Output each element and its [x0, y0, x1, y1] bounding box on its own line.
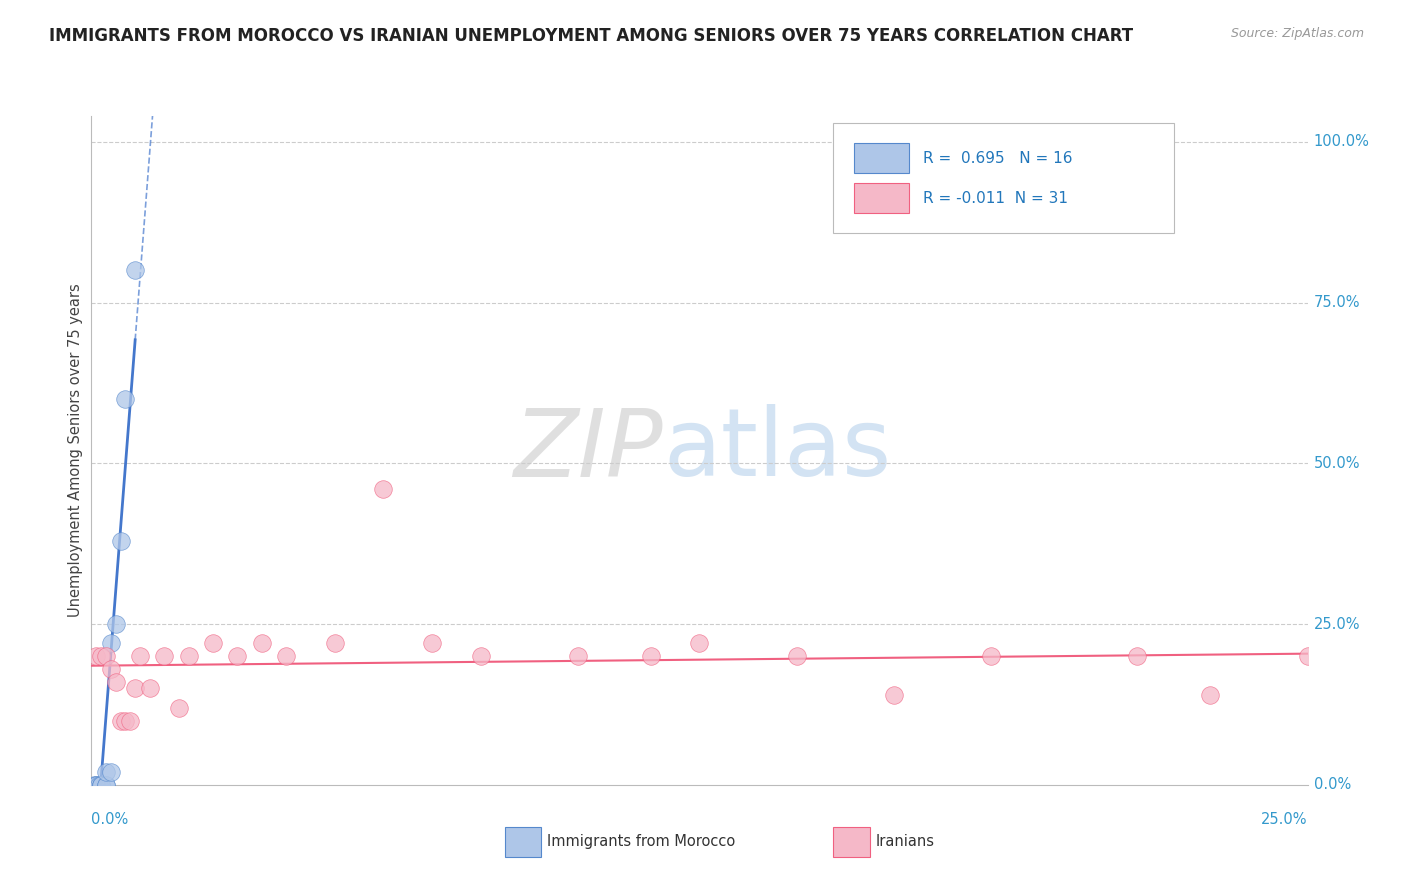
FancyBboxPatch shape: [834, 123, 1174, 233]
Point: [83, 778, 105, 792]
Point: [124, 263, 146, 277]
Point: [110, 714, 132, 728]
FancyBboxPatch shape: [853, 143, 908, 173]
Point: [90, 649, 112, 664]
Text: 50.0%: 50.0%: [1313, 456, 1360, 471]
FancyBboxPatch shape: [853, 183, 908, 213]
Text: Source: ZipAtlas.com: Source: ZipAtlas.com: [1230, 27, 1364, 40]
Point: [1296, 649, 1319, 664]
Point: [1126, 649, 1149, 664]
Text: IMMIGRANTS FROM MOROCCO VS IRANIAN UNEMPLOYMENT AMONG SENIORS OVER 75 YEARS CORR: IMMIGRANTS FROM MOROCCO VS IRANIAN UNEMP…: [49, 27, 1133, 45]
Point: [323, 636, 346, 650]
Point: [120, 714, 142, 728]
Point: [202, 636, 225, 650]
Text: 0.0%: 0.0%: [1313, 778, 1351, 792]
Point: [114, 714, 136, 728]
Point: [274, 649, 297, 664]
Point: [640, 649, 662, 664]
Point: [124, 681, 146, 696]
Point: [167, 700, 190, 714]
Point: [100, 765, 122, 780]
Text: Iranians: Iranians: [876, 834, 935, 849]
Point: [90, 778, 112, 792]
Point: [104, 617, 127, 632]
Point: [786, 649, 808, 664]
Point: [90, 778, 112, 792]
FancyBboxPatch shape: [505, 827, 541, 856]
Text: 25.0%: 25.0%: [1261, 812, 1308, 827]
Point: [226, 649, 249, 664]
Text: 25.0%: 25.0%: [1313, 616, 1360, 632]
Point: [1199, 688, 1222, 702]
Point: [153, 649, 176, 664]
Point: [100, 662, 122, 676]
Text: 75.0%: 75.0%: [1313, 295, 1360, 310]
Point: [688, 636, 710, 650]
Point: [94, 778, 117, 792]
Point: [883, 688, 905, 702]
Point: [470, 649, 492, 664]
Point: [94, 778, 117, 792]
Point: [980, 649, 1002, 664]
Point: [104, 675, 127, 690]
Point: [94, 649, 117, 664]
Text: Immigrants from Morocco: Immigrants from Morocco: [547, 834, 735, 849]
Point: [100, 636, 122, 650]
Point: [177, 649, 200, 664]
Point: [114, 392, 136, 406]
Point: [139, 681, 162, 696]
Point: [129, 649, 152, 664]
Text: R =  0.695   N = 16: R = 0.695 N = 16: [924, 151, 1073, 166]
Point: [420, 636, 443, 650]
Text: atlas: atlas: [664, 404, 891, 497]
Text: ZIP: ZIP: [513, 405, 664, 496]
Point: [84, 649, 107, 664]
Point: [84, 778, 107, 792]
Point: [373, 482, 395, 496]
Text: 0.0%: 0.0%: [91, 812, 128, 827]
FancyBboxPatch shape: [834, 827, 870, 856]
Point: [567, 649, 589, 664]
Text: 100.0%: 100.0%: [1313, 134, 1369, 149]
Point: [94, 765, 117, 780]
Point: [110, 533, 132, 548]
Point: [84, 778, 107, 792]
Point: [250, 636, 273, 650]
Point: [90, 778, 112, 792]
Point: [87, 778, 110, 792]
Y-axis label: Unemployment Among Seniors over 75 years: Unemployment Among Seniors over 75 years: [67, 284, 83, 617]
Text: R = -0.011  N = 31: R = -0.011 N = 31: [924, 191, 1069, 206]
